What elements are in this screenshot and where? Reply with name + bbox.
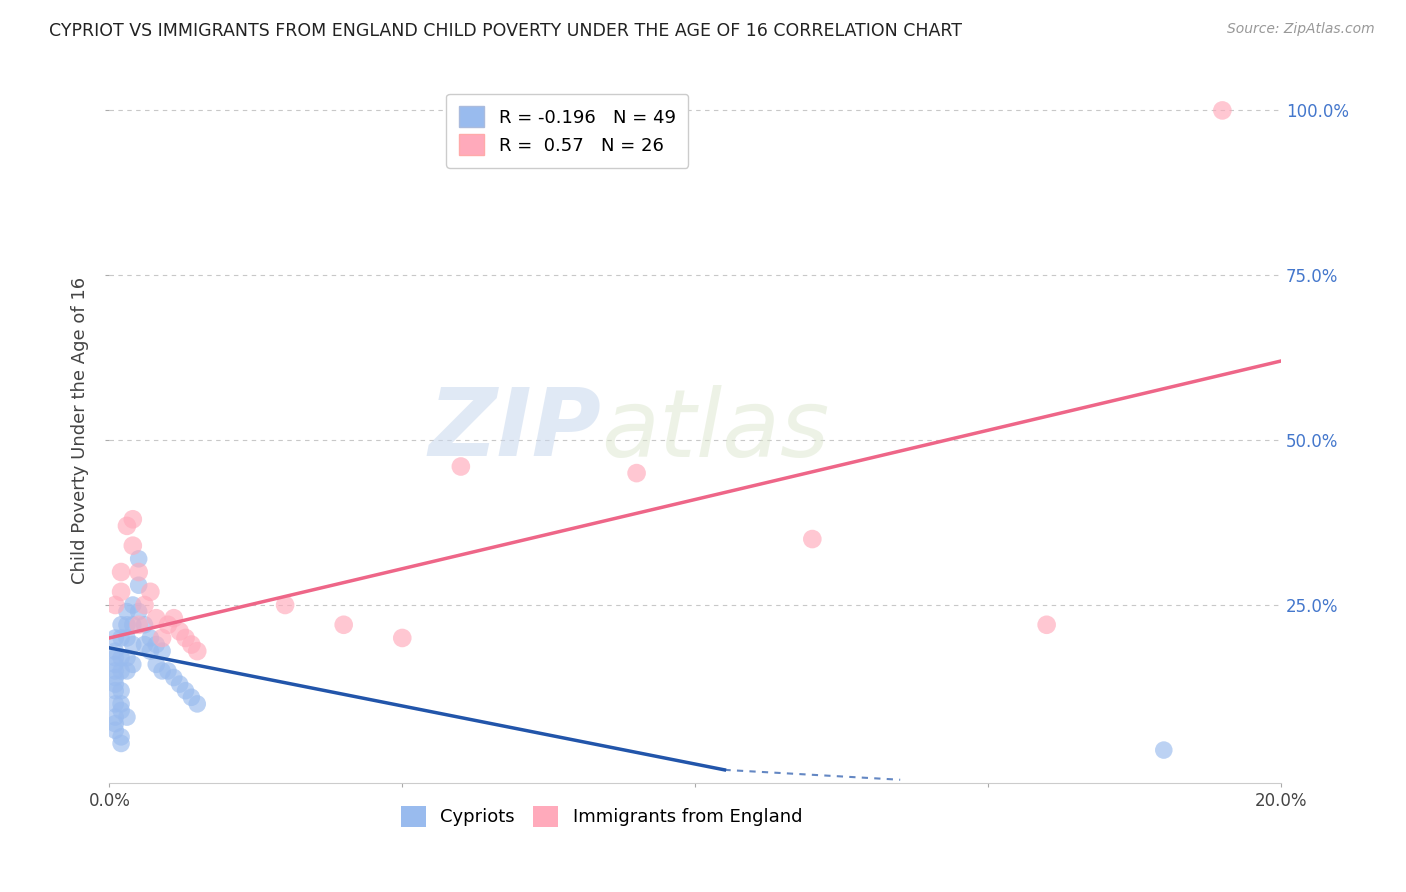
Point <box>104 657 127 672</box>
Point <box>104 716 127 731</box>
Point <box>104 664 127 678</box>
Text: CYPRIOT VS IMMIGRANTS FROM ENGLAND CHILD POVERTY UNDER THE AGE OF 16 CORRELATION: CYPRIOT VS IMMIGRANTS FROM ENGLAND CHILD… <box>49 22 962 40</box>
Point <box>115 664 138 678</box>
Point <box>104 697 127 711</box>
Point <box>121 657 143 672</box>
Point <box>391 631 413 645</box>
Point <box>128 617 150 632</box>
Point <box>110 650 132 665</box>
Point <box>115 617 138 632</box>
Point <box>174 631 197 645</box>
Point <box>121 512 143 526</box>
Point <box>110 697 132 711</box>
Point <box>145 611 167 625</box>
Point <box>180 638 202 652</box>
Point <box>801 532 824 546</box>
Point <box>104 723 127 738</box>
Point <box>110 736 132 750</box>
Point <box>139 631 162 645</box>
Point <box>139 644 162 658</box>
Point <box>104 710 127 724</box>
Point <box>626 466 648 480</box>
Point <box>121 617 143 632</box>
Point <box>104 598 127 612</box>
Point <box>104 671 127 685</box>
Point <box>110 683 132 698</box>
Point <box>174 683 197 698</box>
Point <box>115 710 138 724</box>
Text: ZIP: ZIP <box>429 384 602 476</box>
Point <box>104 677 127 691</box>
Point <box>110 565 132 579</box>
Text: Source: ZipAtlas.com: Source: ZipAtlas.com <box>1227 22 1375 37</box>
Text: atlas: atlas <box>602 384 830 475</box>
Point <box>115 631 138 645</box>
Point <box>134 638 156 652</box>
Point <box>1211 103 1233 118</box>
Point <box>156 617 179 632</box>
Point <box>115 519 138 533</box>
Point <box>150 664 173 678</box>
Point <box>450 459 472 474</box>
Point <box>128 578 150 592</box>
Point <box>115 605 138 619</box>
Point <box>121 598 143 612</box>
Point <box>110 730 132 744</box>
Point <box>115 650 138 665</box>
Point <box>163 671 186 685</box>
Point <box>128 565 150 579</box>
Y-axis label: Child Poverty Under the Age of 16: Child Poverty Under the Age of 16 <box>72 277 89 583</box>
Point <box>134 598 156 612</box>
Point <box>104 650 127 665</box>
Point <box>186 697 208 711</box>
Point <box>156 664 179 678</box>
Point <box>150 631 173 645</box>
Point <box>104 631 127 645</box>
Point <box>110 704 132 718</box>
Point <box>128 605 150 619</box>
Point <box>150 644 173 658</box>
Point <box>110 664 132 678</box>
Point <box>274 598 297 612</box>
Point <box>1153 743 1175 757</box>
Point <box>104 644 127 658</box>
Point <box>104 683 127 698</box>
Point <box>180 690 202 705</box>
Point <box>145 638 167 652</box>
Point <box>139 584 162 599</box>
Point <box>145 657 167 672</box>
Point <box>110 631 132 645</box>
Point <box>121 638 143 652</box>
Point <box>1035 617 1057 632</box>
Point <box>169 677 191 691</box>
Legend: Cypriots, Immigrants from England: Cypriots, Immigrants from England <box>394 798 810 834</box>
Point <box>186 644 208 658</box>
Point <box>332 617 354 632</box>
Point <box>163 611 186 625</box>
Point <box>121 539 143 553</box>
Point <box>169 624 191 639</box>
Point <box>128 551 150 566</box>
Point <box>110 617 132 632</box>
Point <box>110 584 132 599</box>
Point <box>134 617 156 632</box>
